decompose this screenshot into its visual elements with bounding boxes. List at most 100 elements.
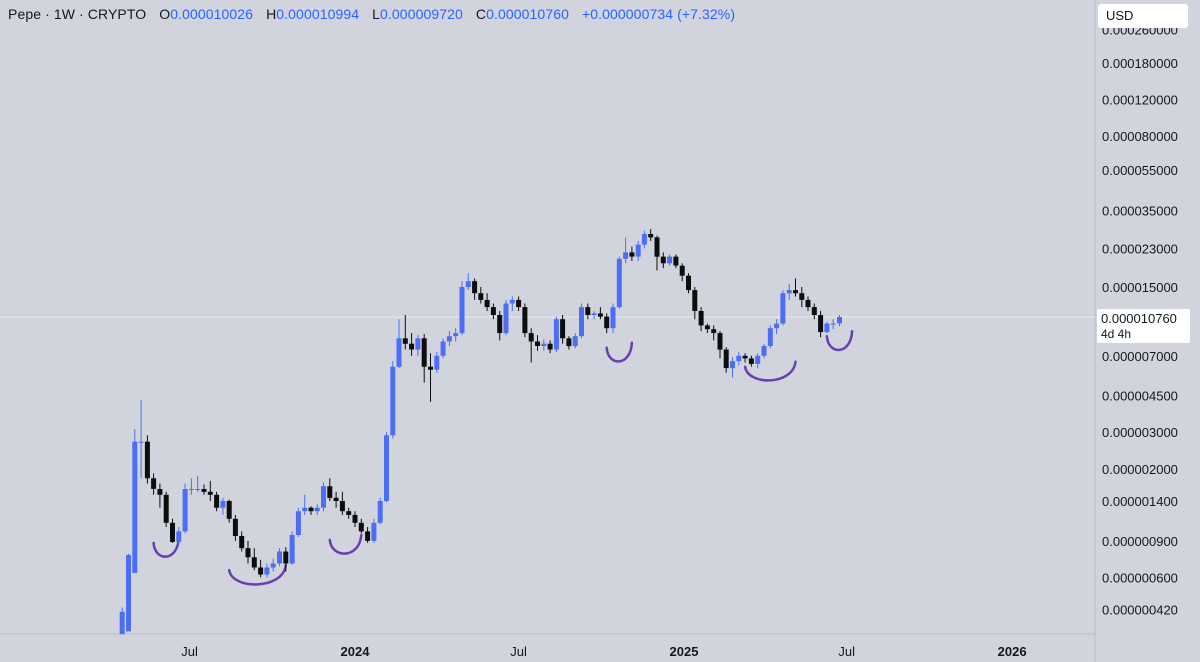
candle-up <box>610 307 616 329</box>
price-tick-label: 0.000035000 <box>1102 204 1178 219</box>
candle-up <box>302 507 308 512</box>
candle-down <box>686 275 691 291</box>
candle-down <box>484 299 490 308</box>
open-value: 0.000010026 <box>170 6 254 22</box>
candle-up <box>541 343 547 346</box>
candle-down <box>472 281 478 294</box>
candle-up <box>220 501 226 508</box>
candle-down <box>239 536 245 549</box>
last-price-tag: 0.000010760 4d 4h <box>1097 309 1190 343</box>
candle-up <box>188 489 194 490</box>
candle-down <box>144 441 150 479</box>
candle-down <box>560 319 566 339</box>
candle-down <box>201 489 207 492</box>
time-tick-label: Jul <box>510 644 527 659</box>
candle-down <box>516 299 522 308</box>
candle-down <box>352 514 358 523</box>
candle-down <box>365 531 371 541</box>
candle-up <box>132 441 138 573</box>
candle-down <box>811 307 817 315</box>
candle-down <box>547 343 553 350</box>
candle-up <box>591 313 597 315</box>
candle-down <box>170 522 175 542</box>
price-tick-label: 0.000000600 <box>1102 571 1178 586</box>
candle-up <box>761 346 767 356</box>
candle-up <box>767 328 773 346</box>
candle-down <box>497 315 503 334</box>
candle-down <box>478 293 484 300</box>
candle-down <box>333 497 339 501</box>
candle-down <box>428 366 433 370</box>
candle-down <box>327 486 333 498</box>
support-arc-drawing <box>743 360 797 382</box>
price-tick-label: 0.000023000 <box>1102 241 1178 256</box>
candle-up <box>182 489 188 532</box>
candle-down <box>629 252 635 257</box>
candle-up <box>377 501 383 523</box>
candle-up <box>635 244 641 257</box>
price-tick-label: 0.000000420 <box>1102 603 1178 618</box>
candle-up <box>119 611 125 635</box>
candle-up <box>396 338 402 367</box>
candle-down <box>308 507 314 512</box>
candle-up <box>786 290 792 294</box>
symbol-legend: Pepe · 1W · CRYPTO O0.000010026 H0.00001… <box>8 6 735 22</box>
candle-down <box>151 478 157 489</box>
candle-down <box>742 355 748 359</box>
price-tick-label: 0.000007000 <box>1102 349 1178 364</box>
candle-up <box>314 507 320 512</box>
candle-up <box>509 299 515 304</box>
candle-up <box>579 307 584 337</box>
candle-up <box>195 489 201 490</box>
open-label: O <box>159 6 171 22</box>
candle-down <box>818 315 824 333</box>
bar-countdown: 4d 4h <box>1101 327 1132 341</box>
annotation-layer <box>152 330 854 586</box>
support-arc-drawing <box>328 533 363 555</box>
candle-down <box>339 501 345 512</box>
candle-up <box>755 355 761 364</box>
candle-down <box>535 341 540 346</box>
high-value: 0.000010994 <box>276 6 360 22</box>
support-arc-drawing <box>152 536 181 558</box>
time-tick-label: Jul <box>181 644 198 659</box>
price-tick-label: 0.000055000 <box>1102 163 1178 178</box>
time-axis[interactable]: Jul 2024 Jul 2025 Jul 2026 <box>181 644 1026 659</box>
candle-down <box>805 299 811 308</box>
currency-button[interactable]: USD <box>1098 4 1188 28</box>
time-tick-label: Jul <box>838 644 855 659</box>
candle-up <box>270 563 276 568</box>
price-tick-label: 0.000004500 <box>1102 389 1178 404</box>
candle-down <box>679 265 685 276</box>
candle-up <box>390 366 396 436</box>
candle-down <box>346 511 352 515</box>
candle-down <box>748 358 754 364</box>
close-value: 0.000010760 <box>486 6 569 22</box>
candle-down <box>648 234 654 238</box>
candle-down <box>604 316 610 329</box>
candle-down <box>793 290 798 294</box>
low-label: L <box>372 6 381 22</box>
candle-down <box>490 307 496 315</box>
candle-up <box>321 486 326 508</box>
candle-down <box>226 501 232 519</box>
price-tick-label: 0.000180000 <box>1102 56 1178 71</box>
candle-down <box>163 494 169 523</box>
candle-up <box>641 234 647 245</box>
candles-layer <box>119 229 842 635</box>
candle-down <box>421 338 427 367</box>
price-tick-label: 0.000000900 <box>1102 534 1178 549</box>
low-value: 0.000009720 <box>380 6 463 22</box>
candle-up <box>623 252 629 259</box>
candle-up <box>446 336 452 342</box>
candle-down <box>692 290 698 311</box>
candle-down <box>214 494 220 508</box>
candle-up <box>295 511 301 535</box>
candle-up <box>138 441 144 443</box>
candle-down <box>402 338 408 344</box>
candle-up <box>830 323 836 325</box>
candle-down <box>723 349 729 369</box>
candle-down <box>597 313 603 317</box>
